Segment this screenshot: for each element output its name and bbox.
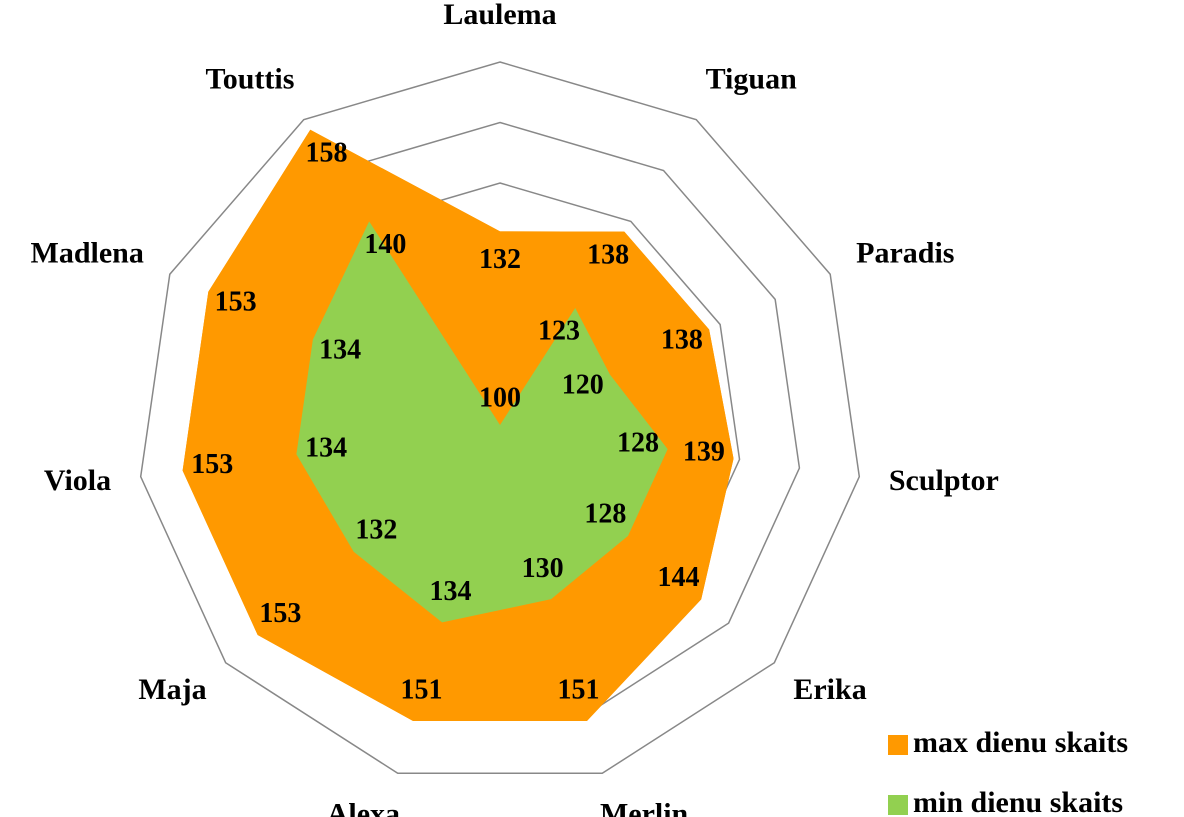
value-label: 139	[683, 437, 725, 468]
value-label: 134	[319, 334, 361, 365]
value-label: 132	[479, 244, 521, 275]
value-label: 134	[305, 432, 347, 463]
category-label: Alexa	[327, 797, 400, 817]
category-label: Laulema	[443, 0, 556, 31]
radar-area-fill	[296, 221, 668, 623]
grid-ring	[139, 61, 861, 775]
value-label: 128	[584, 499, 626, 530]
value-label: 158	[306, 137, 348, 168]
value-label: 153	[191, 449, 233, 480]
value-label: 144	[658, 562, 700, 593]
value-label: 138	[661, 324, 703, 355]
value-label: 134	[429, 576, 471, 607]
value-label: 151	[401, 675, 443, 706]
category-label: Touttis	[205, 63, 294, 96]
category-label: Maja	[138, 673, 206, 706]
category-label: Paradis	[856, 236, 954, 269]
legend-swatch	[888, 795, 908, 815]
category-label: Sculptor	[889, 464, 999, 497]
value-label: 128	[617, 427, 659, 458]
value-label: 138	[587, 239, 629, 270]
category-label: Madlena	[31, 236, 144, 269]
legend-label: max dienu skaits	[913, 726, 1128, 759]
legend-label: min dienu skaits	[913, 786, 1123, 817]
value-label: 120	[562, 370, 604, 401]
value-label: 123	[538, 316, 580, 347]
category-label: Erika	[793, 673, 866, 706]
value-label: 151	[557, 675, 599, 706]
value-label: 153	[259, 598, 301, 629]
category-label: Viola	[44, 464, 111, 497]
category-label: Tiguan	[706, 63, 797, 96]
value-label: 140	[364, 229, 406, 260]
value-label: 153	[215, 287, 257, 318]
value-label: 130	[522, 553, 564, 584]
value-label: 132	[355, 515, 397, 546]
value-label: 100	[479, 382, 521, 413]
legend-swatch	[888, 735, 908, 755]
category-label: Merlin	[600, 797, 689, 817]
